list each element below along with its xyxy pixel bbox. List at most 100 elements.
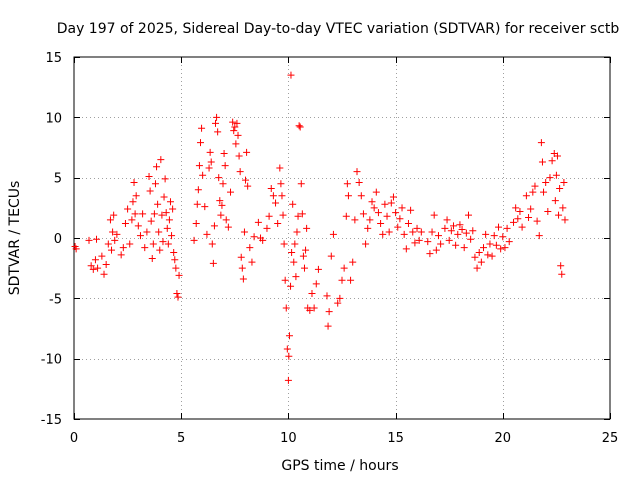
data-point: [250, 233, 258, 241]
data-point: [324, 322, 332, 330]
data-point: [368, 198, 376, 206]
data-point: [248, 258, 256, 266]
data-point: [546, 174, 554, 182]
data-point: [289, 200, 297, 208]
data-point: [208, 240, 216, 248]
data-point: [512, 204, 520, 212]
data-point: [558, 270, 566, 278]
data-point: [394, 223, 402, 231]
data-point: [282, 304, 290, 312]
data-point: [162, 209, 170, 217]
data-point: [492, 241, 500, 249]
data-point: [172, 264, 180, 272]
data-point: [155, 228, 163, 236]
data-point: [430, 211, 438, 219]
data-point: [533, 217, 541, 225]
data-point: [374, 209, 382, 217]
data-point: [244, 182, 252, 190]
data-point: [488, 252, 496, 260]
data-point: [126, 240, 134, 248]
data-point: [203, 230, 211, 238]
data-point: [560, 178, 568, 186]
data-point: [334, 299, 342, 307]
data-point: [287, 282, 295, 290]
data-point: [205, 164, 213, 172]
data-point: [452, 241, 460, 249]
data-point: [237, 253, 245, 261]
data-point: [277, 180, 285, 188]
data-point: [411, 239, 419, 247]
data-point: [548, 157, 556, 165]
data-point: [207, 158, 215, 166]
data-point: [224, 223, 232, 231]
data-point: [441, 224, 449, 232]
x-tick-label: 20: [495, 431, 512, 446]
y-tick-label: 0: [54, 232, 62, 247]
data-point: [111, 236, 119, 244]
x-tick-label: 25: [602, 431, 619, 446]
data-point: [516, 207, 524, 215]
data-point: [327, 252, 335, 260]
y-tick-label: -5: [49, 292, 62, 307]
data-point: [148, 255, 156, 263]
data-point: [362, 240, 370, 248]
data-point: [417, 228, 425, 236]
data-point: [445, 236, 453, 244]
data-point: [269, 192, 277, 200]
y-axis-title: SDTVAR / TECUs: [7, 181, 23, 296]
data-point: [464, 211, 472, 219]
data-point: [355, 178, 363, 186]
data-point: [72, 245, 80, 253]
data-point: [510, 218, 518, 226]
data-point: [109, 228, 117, 236]
data-point: [91, 256, 99, 264]
data-point: [389, 193, 397, 201]
data-point: [240, 228, 248, 236]
data-point: [154, 200, 162, 208]
data-point: [131, 210, 139, 218]
data-point: [209, 259, 217, 267]
data-point: [486, 240, 494, 248]
data-point: [306, 306, 314, 314]
data-point: [232, 140, 240, 148]
data-point: [415, 236, 423, 244]
data-point: [475, 248, 483, 256]
data-point: [85, 236, 93, 244]
data-point: [243, 148, 251, 156]
data-point: [359, 210, 367, 218]
data-point: [402, 245, 410, 253]
data-point: [295, 122, 303, 130]
data-point: [198, 124, 206, 132]
data-points: [71, 71, 569, 384]
data-point: [310, 304, 318, 312]
data-point: [143, 228, 151, 236]
data-point: [130, 178, 138, 186]
data-point: [555, 211, 563, 219]
data-point: [540, 188, 548, 196]
x-tick-label: 5: [177, 431, 185, 446]
data-point: [559, 204, 567, 212]
data-point: [239, 275, 247, 283]
data-point: [216, 197, 224, 205]
data-point: [102, 261, 110, 269]
data-point: [287, 71, 295, 79]
y-tick-label: 15: [45, 51, 62, 66]
data-point: [190, 236, 198, 244]
data-point: [372, 188, 380, 196]
data-point: [556, 185, 564, 193]
data-point: [283, 345, 291, 353]
data-point: [314, 265, 322, 273]
data-point: [497, 245, 505, 253]
data-point: [194, 186, 202, 194]
data-point: [229, 118, 237, 126]
data-point: [94, 264, 102, 272]
data-point: [443, 216, 451, 224]
data-point: [364, 224, 372, 232]
data-point: [467, 235, 475, 243]
data-point: [437, 240, 445, 248]
data-point: [117, 251, 125, 259]
data-point: [366, 216, 374, 224]
data-point: [106, 216, 114, 224]
data-point: [353, 168, 361, 176]
data-point: [424, 238, 432, 246]
